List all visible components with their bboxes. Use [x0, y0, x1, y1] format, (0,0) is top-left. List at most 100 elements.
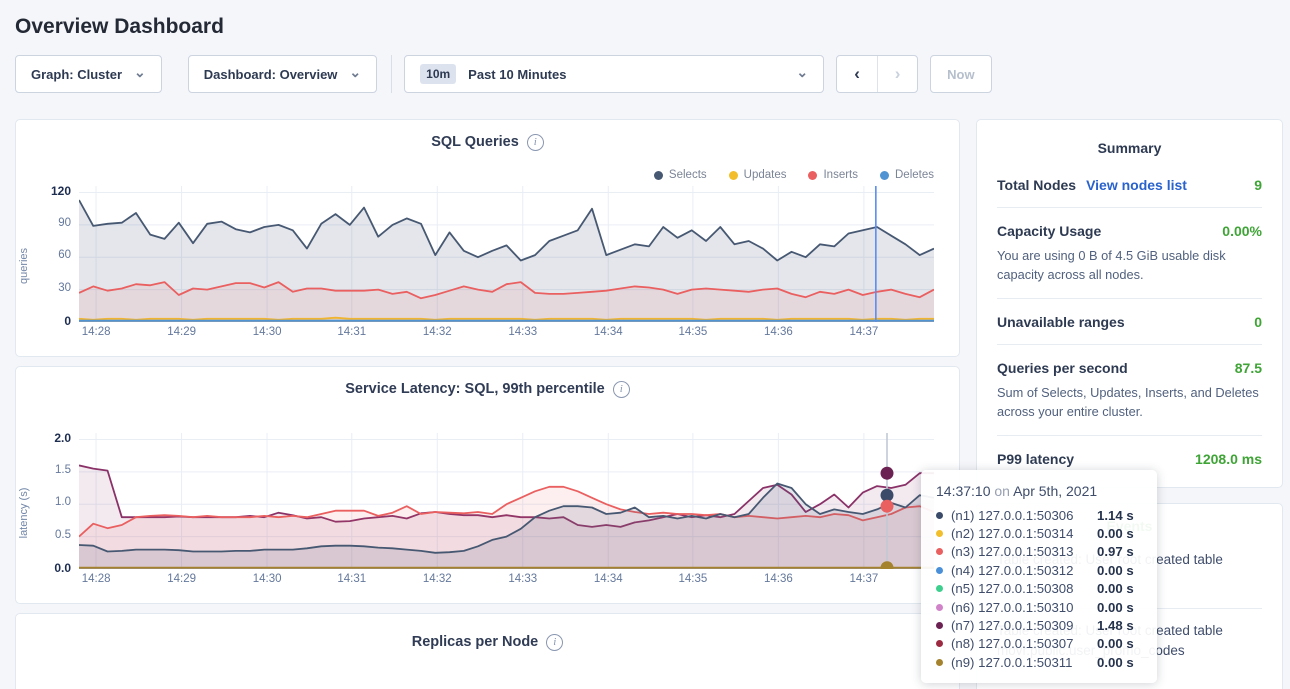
- replicas-per-node-chart-panel: Replicas per Node i: [15, 613, 960, 689]
- graph-scope-dropdown[interactable]: Graph: Cluster ⌄: [15, 55, 162, 93]
- y-axis-tick: 90: [58, 217, 71, 229]
- dashboard-dropdown[interactable]: Dashboard: Overview ⌄: [187, 55, 378, 93]
- summary-label: Queries per second: [997, 360, 1128, 376]
- x-axis-tick: 14:33: [508, 326, 538, 338]
- node-address: (n9) 127.0.0.1:50311: [951, 654, 1073, 670]
- chevron-down-icon: ⌄: [349, 64, 362, 80]
- y-axis: 0.0 0.5 1.0 1.5 2.0: [34, 431, 79, 575]
- tooltip-node-row: (n7) 127.0.0.1:50309 1.48 s: [936, 616, 1142, 634]
- chevron-down-icon: ⌄: [134, 64, 146, 80]
- now-button[interactable]: Now: [930, 55, 992, 93]
- x-axis-tick: 14:35: [678, 573, 708, 585]
- service-latency-chart-panel: Service Latency: SQL, 99th percentile i …: [15, 366, 960, 604]
- node-color-dot: [936, 622, 943, 630]
- legend-item: Inserts: [808, 164, 858, 186]
- node-latency-value: 1.14 s: [1097, 507, 1134, 523]
- y-axis-tick: 2.0: [54, 431, 71, 445]
- y-axis-tick: 120: [50, 184, 71, 198]
- x-axis: 14:28 14:29 14:30 14:31 14:32 14:33 14:34 14:35…: [79, 573, 934, 591]
- info-icon[interactable]: i: [526, 133, 544, 151]
- node-color-dot: [936, 658, 943, 666]
- chart-hover-tooltip: 14:37:10 on Apr 5th, 2021 (n1) 127.0.0.1…: [921, 470, 1157, 683]
- legend-item: Deletes: [880, 164, 934, 186]
- tooltip-node-row: (n1) 127.0.0.1:50306 1.14 s: [936, 506, 1142, 524]
- divider: [391, 55, 393, 93]
- node-address: (n2) 127.0.0.1:50314: [951, 526, 1074, 542]
- summary-label: Capacity Usage: [997, 223, 1102, 239]
- legend-item: Selects: [653, 164, 707, 186]
- node-color-dot: [936, 640, 943, 648]
- node-color-dot: [936, 585, 943, 593]
- node-address: (n7) 127.0.0.1:50309: [951, 618, 1074, 634]
- chart-plot-area[interactable]: 14:28 14:29 14:30 14:31 14:32 14:33 14:34 14:35…: [79, 433, 934, 593]
- summary-label: P99 latency: [997, 451, 1075, 467]
- node-latency-value: 1.48 s: [1097, 618, 1134, 634]
- tooltip-node-row: (n8) 127.0.0.1:50307 0.00 s: [936, 635, 1142, 653]
- time-range-badge: 10m: [420, 64, 457, 84]
- info-icon[interactable]: i: [546, 633, 564, 651]
- summary-value: 0.00%: [1222, 223, 1262, 239]
- node-color-dot: [936, 511, 943, 519]
- x-axis-tick: 14:29: [167, 326, 196, 338]
- node-latency-value: 0.00 s: [1097, 562, 1134, 578]
- node-latency-value: 0.00 s: [1097, 581, 1134, 597]
- sql-queries-chart-panel: SQL Queries i Selects Updates Inserts Delet…: [15, 119, 960, 357]
- node-address: (n6) 127.0.0.1:50310: [951, 599, 1074, 615]
- y-axis-tick: 30: [58, 282, 71, 294]
- prev-time-button[interactable]: ‹: [854, 64, 860, 83]
- summary-value: 9: [1254, 177, 1262, 193]
- summary-row: Total Nodes View nodes list 9: [997, 162, 1262, 208]
- y-axis-tick: 0: [64, 314, 71, 328]
- controls-bar: Graph: Cluster ⌄ Dashboard: Overview ⌄ 1…: [15, 55, 1290, 93]
- node-address: (n1) 127.0.0.1:50306: [951, 507, 1074, 523]
- x-axis-tick: 14:28: [81, 573, 111, 585]
- tooltip-node-row: (n2) 127.0.0.1:50314 0.00 s: [936, 524, 1142, 542]
- tooltip-node-row: (n6) 127.0.0.1:50310 0.00 s: [936, 598, 1142, 616]
- y-axis-tick: 60: [58, 249, 71, 261]
- view-nodes-list-link[interactable]: View nodes list: [1086, 177, 1187, 193]
- node-latency-value: 0.00 s: [1097, 636, 1134, 652]
- x-axis-tick: 14:29: [167, 573, 196, 585]
- info-icon[interactable]: i: [612, 380, 630, 398]
- summary-value: 87.5: [1234, 360, 1262, 376]
- tooltip-node-row: (n9) 127.0.0.1:50311 0.00 s: [936, 653, 1142, 671]
- summary-rows: Total Nodes View nodes list 9 Capacity Usag…: [997, 162, 1262, 481]
- chart-plot-area[interactable]: 14:28 14:29 14:30 14:31 14:32 14:33 14:34 14:35…: [79, 186, 934, 346]
- dashboard-label: Dashboard: Overview: [203, 66, 338, 82]
- time-range-dropdown[interactable]: 10m Past 10 Minutes ⌄: [404, 55, 825, 93]
- y-axis-label: latency (s): [18, 487, 30, 539]
- node-color-dot: [936, 566, 943, 574]
- x-axis-tick: 14:32: [422, 326, 452, 338]
- summary-row: Capacity Usage 0.00% You are using 0 B of …: [997, 208, 1262, 299]
- x-axis-tick: 14:35: [678, 326, 708, 338]
- x-axis-tick: 14:30: [252, 326, 282, 338]
- x-axis-tick: 14:34: [593, 326, 623, 338]
- node-latency-value: 0.00 s: [1097, 654, 1134, 670]
- summary-value: 0: [1254, 314, 1262, 330]
- chevron-down-icon: ⌄: [796, 64, 809, 80]
- x-axis-tick: 14:31: [337, 573, 367, 585]
- sql-queries-chart[interactable]: queries 0 30 60 90 120 14:28 14:29 14:30 14:31 14:…: [16, 184, 959, 346]
- node-latency-value: 0.00 s: [1097, 599, 1134, 615]
- x-axis: 14:28 14:29 14:30 14:31 14:32 14:33 14:34 14:35…: [79, 326, 934, 344]
- service-latency-chart[interactable]: latency (s) 0.0 0.5 1.0 1.5 2.0 14:28 14:29 14:3…: [16, 431, 959, 593]
- node-color-dot: [936, 530, 943, 538]
- chart-title-service-latency: Service Latency: SQL, 99th percentile: [345, 381, 605, 397]
- node-color-dot: [936, 548, 943, 556]
- y-axis-tick: 0.5: [55, 529, 71, 541]
- tooltip-node-row: (n4) 127.0.0.1:50312 0.00 s: [936, 561, 1142, 579]
- node-latency-value: 0.97 s: [1097, 544, 1134, 560]
- x-axis-tick: 14:28: [81, 326, 111, 338]
- summary-description: Sum of Selects, Updates, Inserts, and De…: [997, 385, 1259, 419]
- summary-label: Total Nodes: [997, 177, 1077, 193]
- node-latency-value: 0.00 s: [1097, 526, 1134, 542]
- next-time-button[interactable]: ›: [877, 56, 917, 92]
- summary-row: Unavailable ranges 0: [997, 299, 1262, 345]
- x-axis-tick: 14:31: [337, 326, 367, 338]
- chart-title-sql-queries: SQL Queries: [431, 134, 519, 150]
- y-axis-tick: 1.0: [55, 496, 71, 508]
- tooltip-node-row: (n5) 127.0.0.1:50308 0.00 s: [936, 580, 1142, 598]
- node-address: (n4) 127.0.0.1:50312: [951, 562, 1074, 578]
- x-axis-tick: 14:30: [252, 573, 282, 585]
